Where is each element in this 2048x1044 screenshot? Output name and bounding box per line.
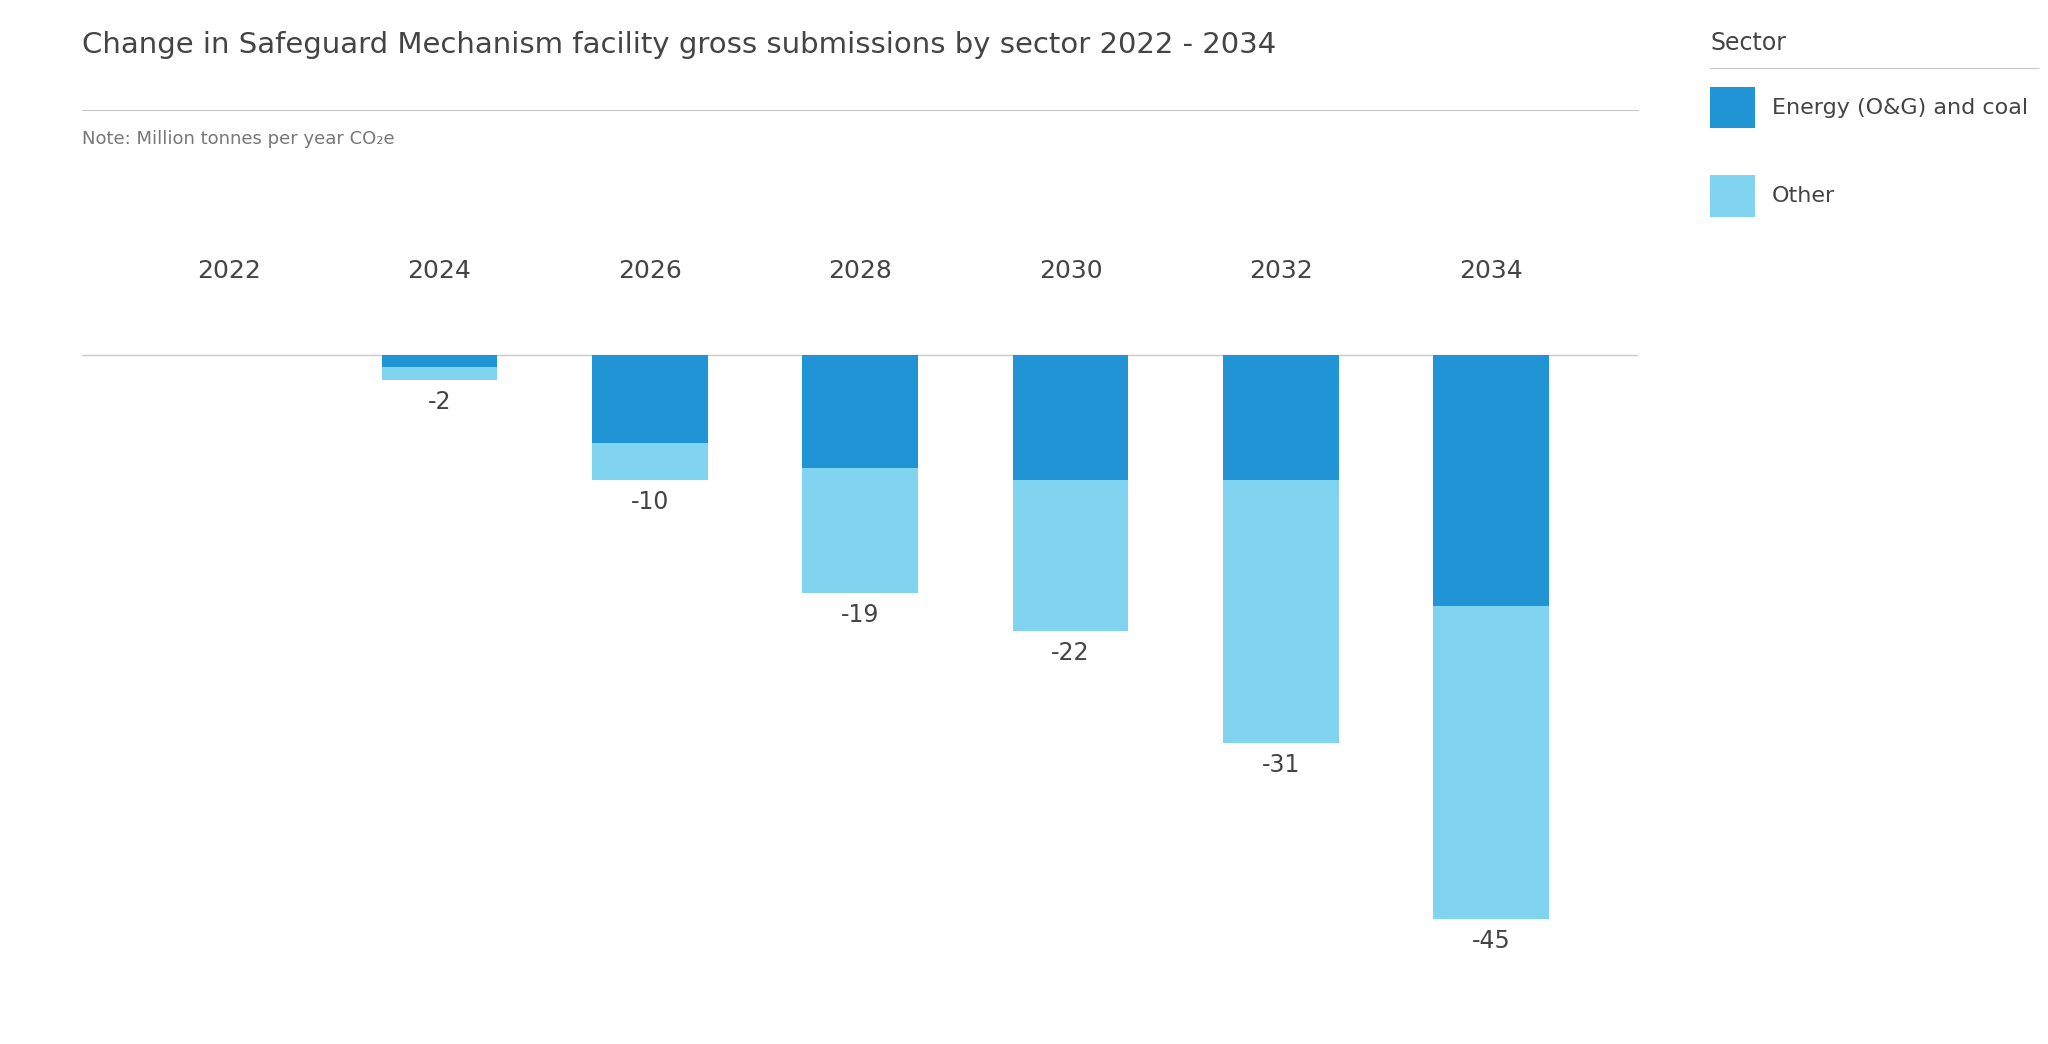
Text: Change in Safeguard Mechanism facility gross submissions by sector 2022 - 2034: Change in Safeguard Mechanism facility g… [82, 31, 1276, 60]
Bar [592, 355, 709, 443]
Bar [1223, 355, 1339, 480]
Text: -10: -10 [631, 491, 670, 515]
Bar [1434, 355, 1548, 606]
Text: -31: -31 [1262, 754, 1300, 778]
Text: Note: Million tonnes per year CO₂e: Note: Million tonnes per year CO₂e [82, 130, 395, 148]
Text: Energy (O&G) and coal: Energy (O&G) and coal [1772, 97, 2028, 118]
Bar [1434, 606, 1548, 919]
Bar [592, 443, 709, 480]
Text: -2: -2 [428, 390, 451, 414]
Text: Other: Other [1772, 186, 1835, 207]
Text: -19: -19 [842, 603, 879, 627]
Text: Sector: Sector [1710, 31, 1786, 55]
Bar [1012, 355, 1128, 480]
Bar [803, 355, 918, 468]
Text: -45: -45 [1473, 929, 1511, 953]
Bar [803, 468, 918, 593]
Bar [1012, 480, 1128, 631]
Bar [381, 355, 498, 367]
Bar [1223, 480, 1339, 743]
Text: -22: -22 [1051, 641, 1090, 665]
Bar [381, 367, 498, 380]
